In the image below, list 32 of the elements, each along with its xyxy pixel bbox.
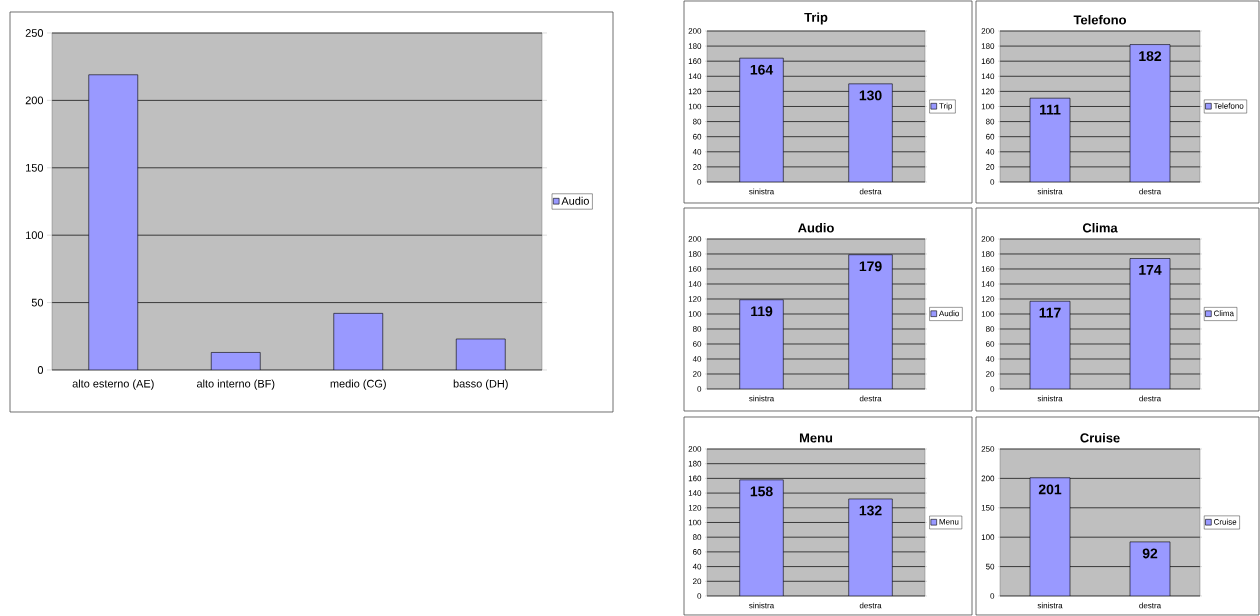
data-label: 182	[1139, 51, 1162, 62]
data-label: 164	[750, 64, 774, 75]
y-tick-label: 0	[37, 366, 44, 374]
data-label: 132	[859, 505, 882, 516]
bar	[333, 313, 384, 370]
data-label: 117	[1039, 307, 1061, 318]
chart-title: Audio	[798, 222, 834, 233]
chart-title: Menu	[799, 433, 833, 443]
data-label: 130	[859, 90, 882, 101]
x-tick-label: alto esterno (AE)	[72, 379, 154, 390]
data-label: 111	[1040, 104, 1061, 115]
chart-title: Cruise	[1080, 432, 1120, 443]
data-label: 179	[859, 261, 882, 272]
chart-title: Telefono	[1073, 14, 1127, 25]
y-tick-label: 200	[25, 96, 44, 105]
data-label: 201	[1038, 484, 1062, 495]
data-label: 92	[1142, 548, 1158, 559]
y-tick-label: 100	[26, 231, 44, 240]
chart-title: Trip	[804, 12, 828, 25]
data-label: 119	[751, 306, 773, 317]
x-tick-label: medio (CG)	[330, 379, 386, 390]
bar	[210, 352, 261, 370]
data-label: 158	[750, 486, 773, 497]
x-tick-label: basso (DH)	[453, 379, 508, 390]
legend-label: Audio	[561, 196, 589, 205]
y-tick-label: 250	[25, 29, 44, 37]
data-label: 174	[1139, 265, 1162, 275]
chart-title: Clima	[1082, 222, 1118, 233]
x-tick-label: alto interno (BF)	[196, 379, 275, 390]
y-tick-label: 50	[31, 298, 44, 307]
bar	[455, 338, 506, 370]
y-tick-label: 150	[26, 163, 44, 172]
